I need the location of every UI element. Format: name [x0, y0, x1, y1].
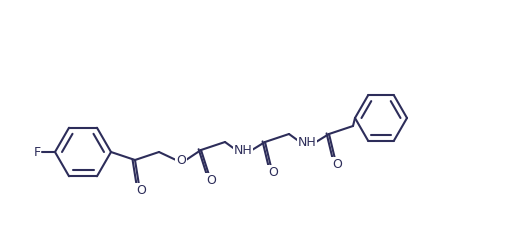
Text: O: O [136, 183, 146, 197]
Text: F: F [33, 145, 41, 159]
Text: O: O [268, 166, 278, 178]
Text: NH: NH [298, 136, 316, 148]
Text: O: O [332, 158, 342, 171]
Text: O: O [206, 173, 216, 186]
Text: O: O [176, 153, 186, 167]
Text: NH: NH [234, 143, 252, 156]
